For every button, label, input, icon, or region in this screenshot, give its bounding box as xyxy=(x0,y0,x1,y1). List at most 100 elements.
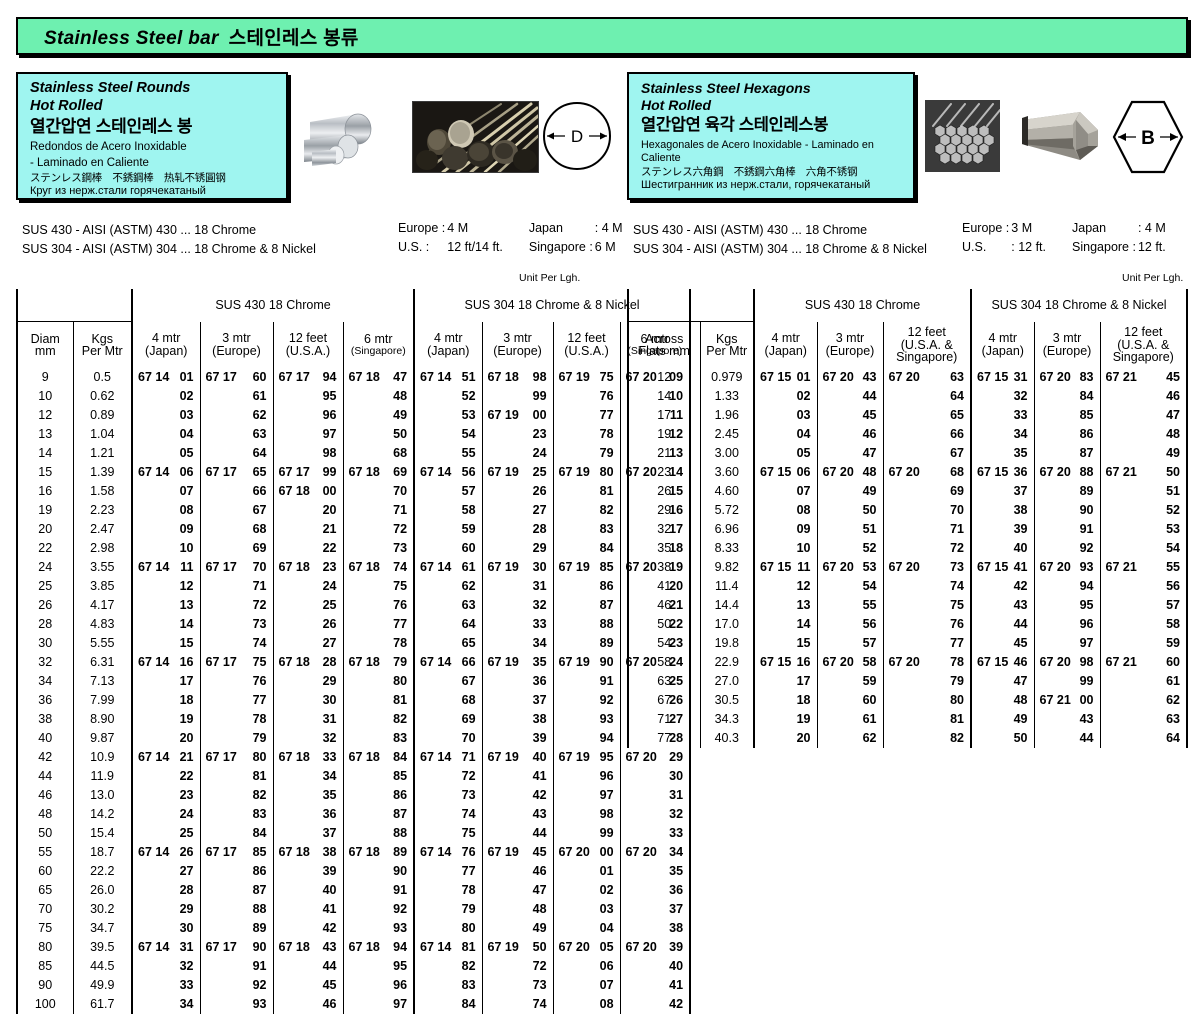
code-suffix: 59 xyxy=(461,522,476,537)
cell-code: 48 xyxy=(1099,425,1189,444)
cell-size: 75 xyxy=(16,919,73,938)
code-suffix: 71 xyxy=(950,522,965,537)
code-suffix: 52 xyxy=(862,541,877,556)
code-suffix: 00 xyxy=(322,484,337,499)
code-suffix: 09 xyxy=(179,522,194,537)
cell-kgs-per-mtr: 30.5 xyxy=(699,691,754,710)
code-suffix: 58 xyxy=(461,503,476,518)
cell-code: 92 xyxy=(552,691,621,710)
code-suffix: 24 xyxy=(322,579,337,594)
cell-code: 95 xyxy=(342,957,415,976)
code-prefix: 67 18 xyxy=(278,845,310,860)
table-row: 34 7.13 17 76 29 80 67 36 91 25 xyxy=(16,672,692,691)
hexagons-table-head: SUS 430 18 Chrome SUS 304 18 Chrome & 8 … xyxy=(627,289,1189,368)
cell-code: 88 xyxy=(342,824,415,843)
table-row: 13 1.04 04 63 97 50 54 23 78 12 xyxy=(16,425,692,444)
rounds-info-box: Stainless Steel Rounds Hot Rolled 열간압연 스… xyxy=(16,72,288,200)
cell-code: 67 15 06 xyxy=(753,463,817,482)
code-suffix: 82 xyxy=(252,788,267,803)
table-row: 21 3.00 05 47 67 35 87 49 xyxy=(627,444,1189,463)
cell-code: 89 xyxy=(199,919,273,938)
code-suffix: 37 xyxy=(532,693,547,708)
code-suffix: 13 xyxy=(179,598,194,613)
cell-code: 33 xyxy=(481,615,554,634)
code-suffix: 85 xyxy=(1079,408,1094,423)
code-suffix: 79 xyxy=(461,902,476,917)
cell-size: 19 xyxy=(627,425,700,444)
code-suffix: 10 xyxy=(796,541,811,556)
code-suffix: 46 xyxy=(532,864,547,879)
code-suffix: 48 xyxy=(393,389,408,404)
code-suffix: 77 xyxy=(252,693,267,708)
code-prefix: 67 20 xyxy=(625,750,657,765)
code-prefix: 67 14 xyxy=(138,845,170,860)
cell-code: 78 xyxy=(342,634,415,653)
cell-code: 72 xyxy=(481,957,554,976)
cell-code: 09 xyxy=(753,520,817,539)
table-row: 58 22.9 67 15 16 67 20 58 67 20 78 67 15 46 67 20 9… xyxy=(627,653,1189,672)
rounds-col-304-4mtr: 4 mtr (Japan) xyxy=(413,321,483,368)
hexagons-title-korean: 열간압연 육각 스테인레스봉 xyxy=(641,116,829,135)
hexagons-spanish: Hexagonales de Acero Inoxidable - Lamina… xyxy=(641,138,874,164)
code-prefix: 67 14 xyxy=(420,655,452,670)
hex-col-across-l2: Flats mm xyxy=(638,344,690,358)
code-suffix: 80 xyxy=(950,693,965,708)
code-prefix: 67 18 xyxy=(348,370,380,385)
cell-code: 86 xyxy=(552,577,621,596)
code-prefix: 67 14 xyxy=(138,560,170,575)
code-suffix: 01 xyxy=(599,864,614,879)
cell-code: 07 xyxy=(131,482,200,501)
code-suffix: 84 xyxy=(393,750,408,765)
cell-code: 26 xyxy=(272,615,343,634)
cell-code: 77 xyxy=(342,615,415,634)
code-suffix: 79 xyxy=(950,674,965,689)
code-suffix: 51 xyxy=(461,370,476,385)
hex-col-430-12feet: 12 feet (U.S.A. & Singapore) xyxy=(882,321,972,368)
cell-code: 52 xyxy=(816,539,883,558)
code-suffix: 48 xyxy=(862,465,877,480)
cell-code: 67 14 26 xyxy=(131,843,200,862)
code-suffix: 29 xyxy=(179,902,194,917)
cell-size: 22 xyxy=(16,539,73,558)
code-suffix: 11 xyxy=(797,560,811,575)
code-suffix: 94 xyxy=(1079,579,1094,594)
code-suffix: 74 xyxy=(532,997,547,1012)
cell-code: 67 20 53 xyxy=(816,558,883,577)
code-suffix: 59 xyxy=(862,674,877,689)
code-suffix: 76 xyxy=(950,617,965,632)
rounds-col-430-6mtr: 6 mtr (Singapore) xyxy=(342,321,415,368)
cell-code: 67 20 63 xyxy=(882,368,972,387)
cell-code: 67 18 98 xyxy=(481,368,554,387)
cell-code: 67 19 25 xyxy=(481,463,554,482)
rounds-col-304-4mtr-l2: (Japan) xyxy=(427,343,470,358)
table-row: 32 6.31 67 14 16 67 17 75 67 18 28 67 18 79 67 14 6… xyxy=(16,653,692,672)
table-group: 80 39.5 67 14 31 67 17 90 67 18 43 67 18 94 67 14 8… xyxy=(16,938,692,1014)
code-suffix: 32 xyxy=(532,598,547,613)
code-suffix: 00 xyxy=(599,845,614,860)
cell-kgs-per-mtr: 9.87 xyxy=(72,729,132,748)
code-prefix: 67 19 xyxy=(487,560,519,575)
cell-kgs-per-mtr: 3.00 xyxy=(699,444,754,463)
cell-kgs-per-mtr: 18.7 xyxy=(72,843,132,862)
cell-code: 67 20 58 xyxy=(816,653,883,672)
cell-code: 07 xyxy=(552,976,621,995)
cell-kgs-per-mtr: 1.39 xyxy=(72,463,132,482)
table-row: 26 4.60 07 49 69 37 89 51 xyxy=(627,482,1189,501)
cell-code: 04 xyxy=(753,425,817,444)
code-suffix: 81 xyxy=(461,940,476,955)
cell-code: 79 xyxy=(552,444,621,463)
cell-code: 32 xyxy=(272,729,343,748)
rounds-col-430-3mtr: 3 mtr (Europe) xyxy=(199,321,273,368)
code-suffix: 09 xyxy=(796,522,811,537)
cell-code: 67 17 85 xyxy=(199,843,273,862)
code-prefix: 67 20 xyxy=(888,465,920,480)
code-suffix: 30 xyxy=(669,769,684,784)
cell-code: 67 17 65 xyxy=(199,463,273,482)
cell-size: 29 xyxy=(627,501,700,520)
code-suffix: 68 xyxy=(252,522,267,537)
cell-size: 46 xyxy=(16,786,73,805)
table-row: 41 11.4 12 54 74 42 94 56 xyxy=(627,577,1189,596)
cell-code: 67 17 99 xyxy=(272,463,343,482)
table-row: 14 1.21 05 64 98 68 55 24 79 13 xyxy=(16,444,692,463)
code-suffix: 79 xyxy=(393,655,408,670)
